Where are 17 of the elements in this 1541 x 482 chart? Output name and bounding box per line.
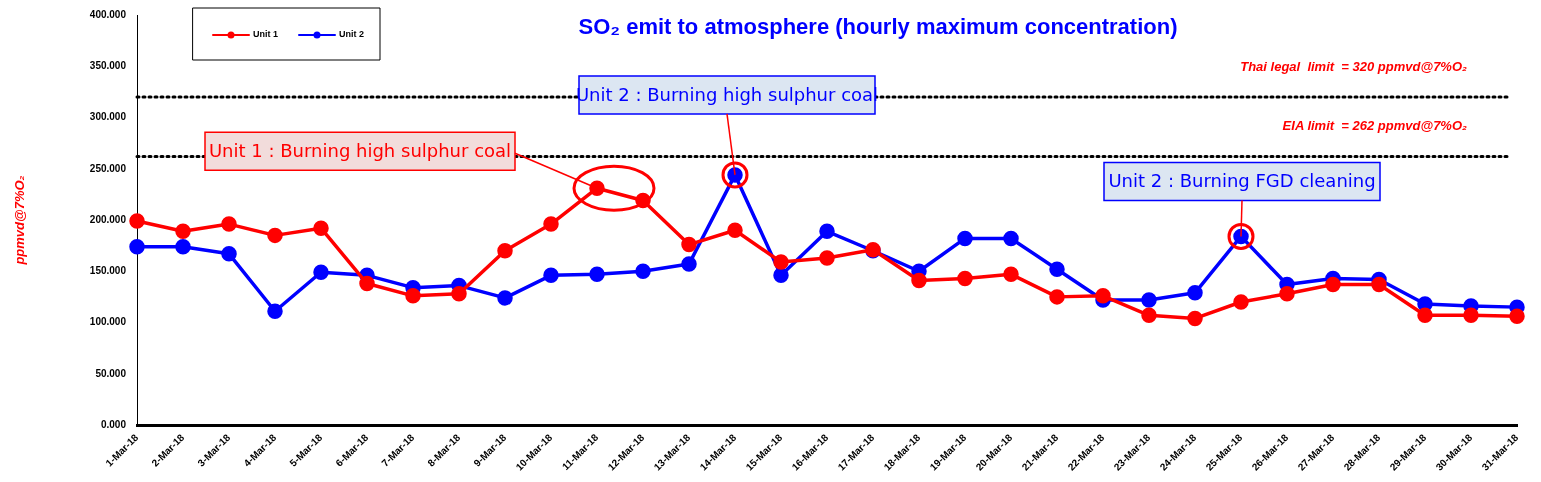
y-tick-label: 400.000 (89, 8, 127, 20)
y-tick-label: 200.000 (89, 213, 127, 225)
ref-line-label: EIA limit = 262 ppmvd@7%O₂ (1282, 118, 1468, 134)
y-tick-label: 150.000 (89, 265, 127, 276)
y-tick-label: 250.000 (89, 162, 127, 174)
y-tick-label: 350.000 (89, 60, 127, 71)
chart-title: SO₂ emit to atmosphere (hourly maximum concentration) (578, 14, 1178, 39)
y-tick-label: 100.000 (89, 316, 127, 328)
legend-label: Unit 1 (253, 29, 279, 40)
legend-label: Unit 2 (339, 29, 365, 40)
y-tick-label: 0.000 (100, 418, 127, 430)
annotation: Unit 2 : Burning FGD cleaning (1108, 170, 1376, 192)
y-tick-label: 50.000 (95, 367, 127, 379)
annotation: Unit 1 : Burning high sulphur coal (208, 139, 512, 161)
ref-line-label: Thai legal limit = 320 ppmvd@7%O₂ (1240, 59, 1468, 74)
y-axis-title: ppmvd@7%O₂ (11, 175, 27, 266)
y-tick-label: 300.000 (89, 111, 127, 123)
